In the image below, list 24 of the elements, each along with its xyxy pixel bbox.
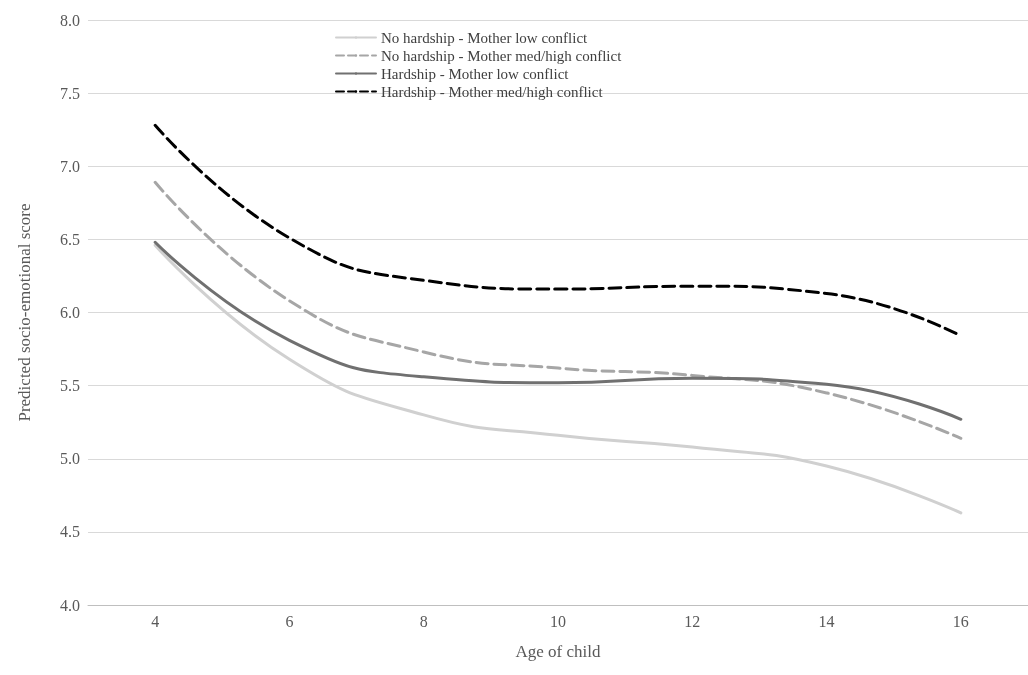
legend-label: No hardship - Mother low conflict [381,29,589,46]
x-tick-label: 12 [684,612,701,630]
x-tick-label: 4 [151,612,160,630]
y-tick-label: 6.5 [60,230,80,248]
x-tick-label: 10 [550,612,566,630]
y-tick-label: 8.0 [60,11,80,29]
legend-label: Hardship - Mother low conflict [381,65,570,82]
line-series [153,240,963,421]
y-tick-label: 4.0 [60,596,80,614]
x-axis-title: Age of child [515,642,601,661]
y-tick-label: 5.0 [60,450,80,468]
y-tick-label: 4.5 [60,523,80,541]
y-tick-label: 6.0 [60,304,80,321]
x-tick-label: 6 [285,612,294,630]
y-tick-label: 7.5 [60,84,80,102]
x-tick-label: 8 [419,612,428,630]
legend-label: Hardship - Mother med/high conflict [381,83,604,100]
x-tick-label: 14 [818,612,835,630]
legend-label: No hardship - Mother med/high conflict [381,47,623,64]
y-tick-label: 7.0 [60,157,80,175]
x-tick-label: 16 [952,612,969,630]
line-series [153,180,963,440]
y-tick-label: 5.5 [60,377,80,395]
y-axis-title: Predicted socio-emotional score [15,203,34,422]
